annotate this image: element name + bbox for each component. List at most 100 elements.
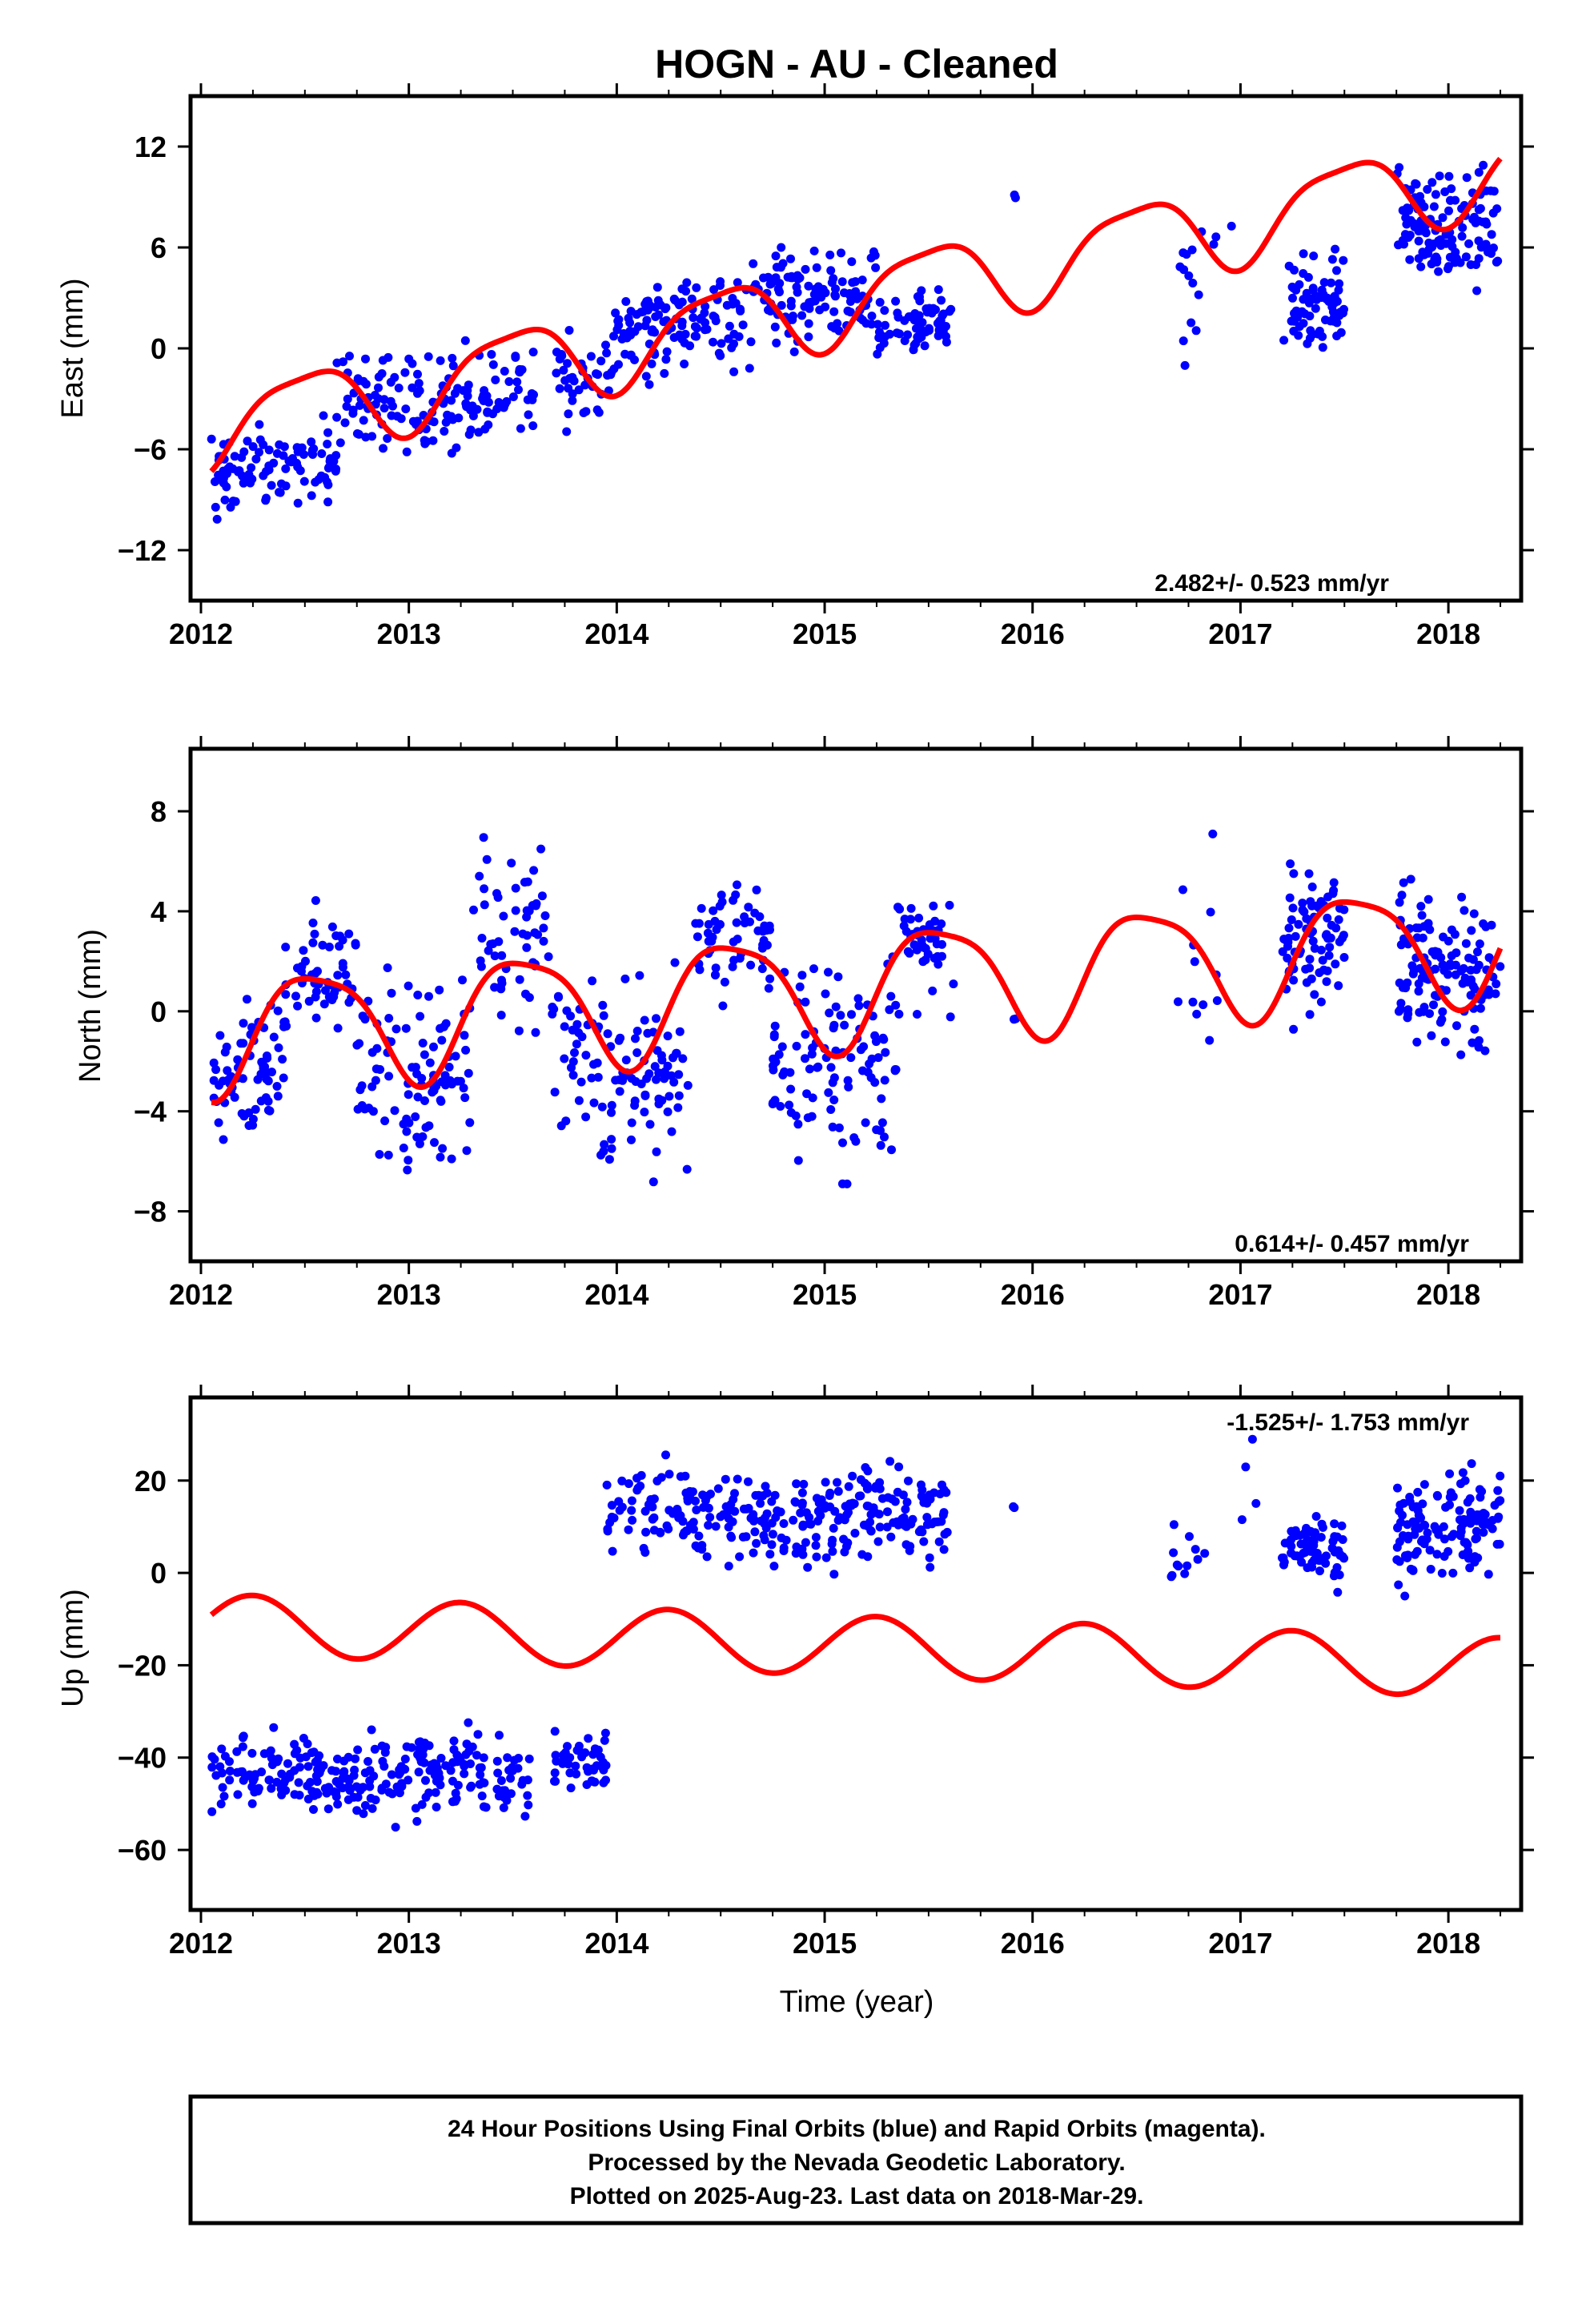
data-point <box>492 1784 502 1794</box>
data-point <box>711 1522 721 1531</box>
data-point <box>479 1753 488 1763</box>
data-point <box>383 963 392 972</box>
data-point <box>757 943 767 953</box>
data-point <box>798 1522 808 1531</box>
data-point <box>1423 919 1433 928</box>
data-point <box>1333 1587 1343 1597</box>
data-point <box>311 477 320 487</box>
data-point <box>414 1767 424 1777</box>
data-point <box>1484 990 1494 999</box>
data-point <box>714 348 724 358</box>
data-point <box>891 1065 901 1075</box>
data-point <box>332 358 342 368</box>
data-point <box>792 1479 801 1489</box>
data-point <box>281 943 291 952</box>
data-point <box>1191 1545 1200 1554</box>
page-title: HOGN - AU - Cleaned <box>655 42 1058 86</box>
data-point <box>225 1757 234 1767</box>
data-point <box>564 409 573 419</box>
data-point <box>1404 206 1414 215</box>
data-point <box>379 404 389 413</box>
data-point <box>821 1553 831 1562</box>
x-tick-label: 2016 <box>1001 1278 1065 1311</box>
data-point <box>624 1479 633 1489</box>
data-point <box>692 332 701 341</box>
data-point <box>872 1125 881 1135</box>
data-point <box>404 1775 413 1785</box>
data-point <box>509 1755 519 1765</box>
data-point <box>352 1040 362 1050</box>
data-point <box>1481 217 1491 227</box>
data-point <box>290 1749 299 1759</box>
data-point <box>564 384 573 393</box>
data-point <box>877 1118 887 1128</box>
data-point <box>460 1769 469 1779</box>
data-point <box>721 1474 730 1484</box>
data-point <box>333 971 343 980</box>
data-point <box>451 1796 460 1806</box>
data-point <box>408 416 418 426</box>
data-point <box>1180 1569 1190 1578</box>
data-point <box>827 322 837 332</box>
data-point <box>683 1496 693 1506</box>
data-point <box>650 1062 660 1072</box>
data-point <box>733 278 742 287</box>
data-point <box>1190 957 1199 967</box>
data-point <box>644 1500 653 1510</box>
data-point <box>730 1506 740 1516</box>
data-point <box>209 1058 219 1068</box>
y-tick-label: 6 <box>151 231 167 264</box>
data-point <box>592 369 600 379</box>
data-point <box>761 1482 770 1491</box>
data-point <box>1452 1021 1461 1031</box>
data-point <box>849 1133 859 1143</box>
data-point <box>581 1051 591 1060</box>
data-point <box>371 1076 380 1085</box>
data-point <box>367 1082 377 1092</box>
data-point <box>567 1063 576 1072</box>
data-point <box>811 1533 821 1542</box>
data-point <box>331 1777 341 1786</box>
data-point <box>377 1741 387 1751</box>
data-point <box>369 1771 379 1781</box>
data-point <box>792 1041 801 1051</box>
data-point <box>272 1757 282 1767</box>
data-point <box>1291 285 1301 295</box>
data-point <box>570 1048 579 1057</box>
data-point <box>283 1759 292 1768</box>
data-point <box>299 476 309 486</box>
data-point <box>1332 266 1341 275</box>
data-point <box>1496 962 1505 971</box>
data-point <box>415 1139 424 1148</box>
data-point <box>704 1503 713 1513</box>
data-point <box>608 1546 617 1556</box>
data-point <box>1465 1563 1475 1573</box>
data-point <box>500 367 509 376</box>
data-point <box>649 1494 659 1504</box>
data-point <box>1403 1005 1413 1015</box>
data-point <box>216 1799 226 1809</box>
data-point <box>237 1109 247 1118</box>
data-point <box>536 844 546 854</box>
data-point <box>1440 1037 1450 1047</box>
data-point <box>769 1065 778 1075</box>
data-point <box>244 1108 254 1117</box>
data-point <box>636 308 646 317</box>
data-point <box>1480 1510 1490 1519</box>
up-xlabel: Time (year) <box>780 1985 934 2019</box>
data-point <box>1467 1459 1476 1469</box>
data-point <box>1186 318 1196 328</box>
data-point <box>905 915 915 924</box>
data-point <box>512 377 522 387</box>
data-point <box>709 337 717 347</box>
data-point <box>750 1527 760 1537</box>
data-point <box>321 986 330 995</box>
up-fit-line <box>209 1592 1500 1698</box>
data-point <box>656 1528 665 1538</box>
data-point <box>493 1768 503 1778</box>
data-point <box>821 288 830 298</box>
data-point <box>828 1546 837 1556</box>
data-point <box>360 1801 370 1810</box>
data-point <box>685 1486 695 1496</box>
data-point <box>625 318 635 328</box>
